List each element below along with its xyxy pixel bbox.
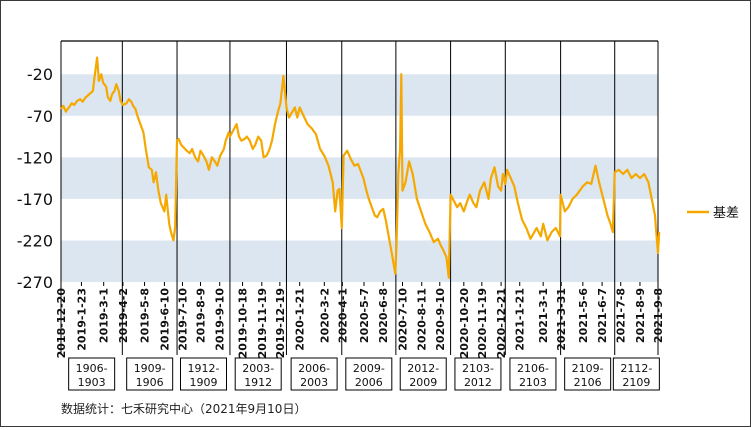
segment-label-line2: 2006 [355, 376, 383, 389]
segment-label-line1: 1909- [134, 362, 166, 375]
x-tick-label: 2020-5-7 [358, 288, 371, 343]
legend-label: 基差 [713, 206, 739, 221]
grid-band [61, 157, 658, 199]
segment-box [612, 357, 660, 391]
x-tick-label: 2019-3-1 [98, 288, 111, 343]
x-tick-label: 2019-8-9 [194, 288, 207, 343]
x-tick-label: 2021-5-6 [577, 288, 590, 343]
x-tick-label: 2020-10-20 [458, 288, 471, 359]
segment-label-line1: 2012- [407, 362, 439, 375]
segment-label-line2: 1909 [189, 376, 217, 389]
x-tick-label: 2019-12-19 [274, 288, 287, 358]
segment-label-line1: 1906- [76, 362, 108, 375]
x-tick-label: 2019-9-10 [214, 288, 227, 351]
x-tick-label: 2020-7-10 [396, 288, 409, 351]
x-tick-label: 2020-4-1 [336, 288, 349, 343]
segment-label-line1: 2003- [242, 362, 274, 375]
segment-label-line2: 2009 [409, 376, 437, 389]
segment-label-line2: 2003 [300, 376, 328, 389]
segment-label-line1: 1912- [188, 362, 220, 375]
segment-label-line1: 2109- [572, 362, 604, 375]
segment-box [345, 357, 393, 391]
segment-label-line1: 2106- [517, 362, 549, 375]
segment-labels: 1906-1903 1909-1906 1912-1909 2003-1912 2006… [68, 357, 660, 391]
x-tick-label: 2021-1-21 [514, 288, 527, 351]
segment-label-line2: 2109 [622, 376, 650, 389]
x-tick-label: 2021-7-8 [615, 288, 628, 343]
segment-label-line2: 2012 [464, 376, 492, 389]
x-tick-label: 2018-12-20 [55, 288, 68, 359]
segment-box [234, 357, 282, 391]
y-tick-label: -70 [27, 107, 53, 126]
segment-box [564, 357, 612, 391]
segment-box [399, 357, 447, 391]
segment-label-line2: 1912 [244, 376, 272, 389]
x-tick-label: 2020-1-21 [294, 288, 307, 351]
x-tick-label: 2021-3-1 [537, 288, 550, 343]
y-tick-label: -170 [17, 190, 53, 209]
segment-label-line1: 2112- [620, 362, 652, 375]
y-tick-label: -120 [17, 148, 53, 167]
segment-box [509, 357, 557, 391]
x-tick-label: 2021-3-31 [555, 288, 568, 351]
x-tick-label: 2020-12-21 [495, 288, 508, 358]
segment-box [179, 357, 227, 391]
segment-label-line1: 2006- [298, 362, 330, 375]
segment-label-line1: 2103- [462, 362, 494, 375]
y-tick-label: -20 [27, 65, 53, 84]
plot-bands [61, 40, 658, 282]
grid-band [61, 240, 658, 282]
segment-label-line2: 1906 [136, 376, 164, 389]
y-tick-label: -220 [17, 231, 53, 250]
x-tick-label: 2021-6-7 [596, 288, 609, 343]
y-axis: -20 -70 -120 -170 -220 -270 [17, 65, 53, 292]
segment-box [290, 357, 338, 391]
x-tick-label: 2019-1-23 [75, 288, 88, 351]
x-tick-label: 2020-9-10 [434, 288, 447, 351]
segment-label-line1: 2009- [353, 362, 385, 375]
grid-band [61, 74, 658, 116]
x-tick-label: 2019-6-10 [158, 288, 171, 351]
x-tick-label: 2019-10-18 [237, 288, 250, 358]
legend: 基差 [687, 206, 739, 221]
segment-box [126, 357, 174, 391]
y-tick-label: -270 [17, 273, 53, 292]
segment-dividers [60, 41, 659, 355]
x-tick-label: 2019-11-19 [256, 288, 269, 358]
x-tick-label: 2019-5-8 [139, 288, 152, 343]
segment-label-line2: 1903 [78, 376, 106, 389]
basis-series-line [60, 56, 661, 279]
segment-label-line2: 2103 [519, 376, 547, 389]
x-tick-label: 2021-8-9 [634, 288, 647, 343]
segment-label-line2: 2106 [574, 376, 602, 389]
x-axis: 2018-12-20 2019-1-23 2019-3-1 2019-4-2 2019-… [55, 282, 665, 358]
x-tick-label: 2019-7-10 [176, 288, 189, 351]
x-tick-label: 2020-6-8 [377, 288, 390, 343]
series-layer [60, 56, 661, 279]
x-tick-label: 2020-8-11 [416, 288, 429, 351]
source-note: 数据统计：七禾研究中心（2021年9月10日） [61, 402, 307, 416]
x-tick-label: 2019-4-2 [117, 288, 130, 343]
x-tick-label: 2021-9-8 [652, 288, 665, 343]
segment-box [68, 357, 116, 391]
segment-box [454, 357, 502, 391]
x-tick-label: 2020-11-19 [476, 288, 489, 358]
x-tick-label: 2020-3-2 [318, 288, 331, 343]
